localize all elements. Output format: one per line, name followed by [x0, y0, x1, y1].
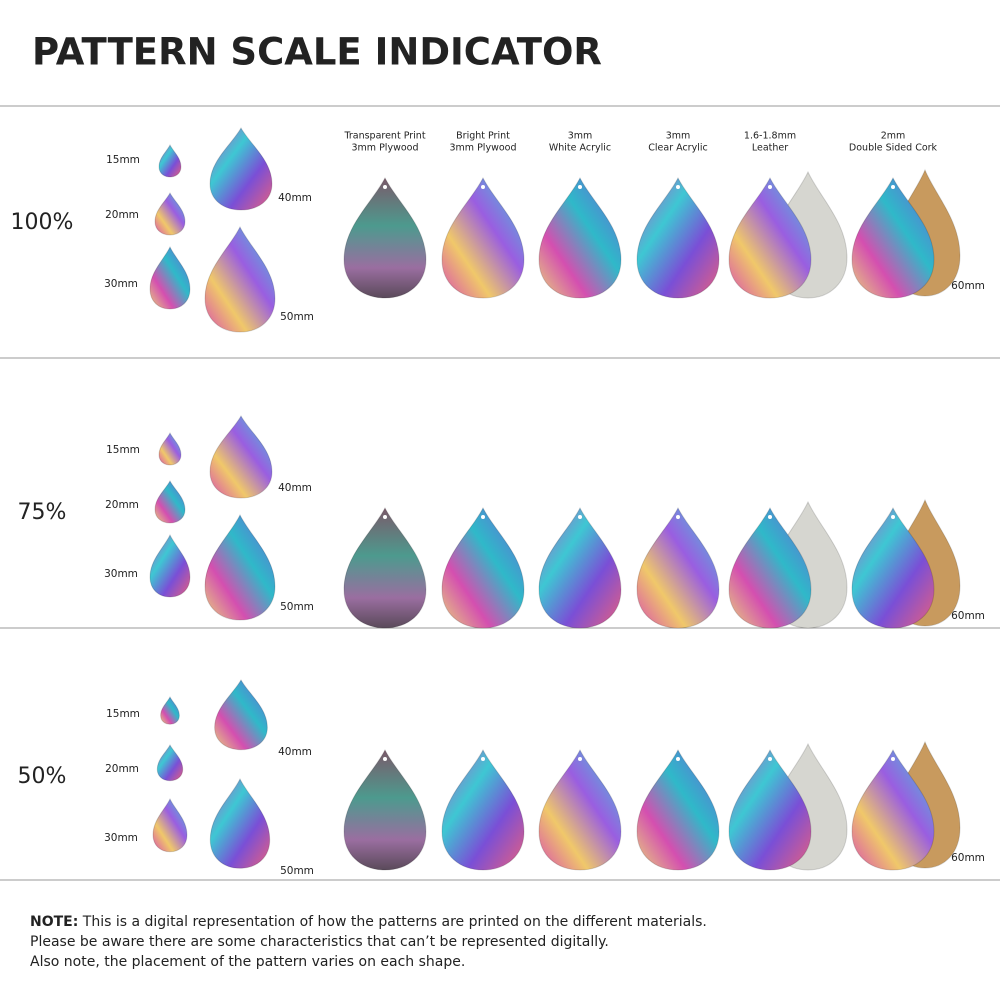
material-label: 3mm Plywood [352, 143, 419, 154]
hole [383, 515, 387, 519]
scale-label: 75% [18, 500, 67, 525]
material-drop [538, 748, 622, 871]
material-label: Bright Print [456, 131, 510, 142]
material-drop [343, 748, 427, 871]
size-label: 60mm [951, 610, 985, 622]
hole [383, 185, 387, 189]
material-label: 3mm Plywood [450, 143, 517, 154]
material-label: 3mm [568, 131, 593, 142]
small-drop [149, 245, 191, 310]
material-drop [343, 506, 427, 629]
material-drop [636, 176, 720, 299]
hole [481, 515, 485, 519]
small-drop [154, 191, 186, 236]
small-drop [204, 225, 276, 333]
size-label: 40mm [278, 746, 312, 758]
size-label: 40mm [278, 482, 312, 494]
hole [891, 515, 895, 519]
hole [768, 757, 772, 761]
size-label: 60mm [951, 280, 985, 292]
size-label: 30mm [104, 568, 138, 580]
material-drop [343, 176, 427, 299]
material-drop [851, 176, 935, 299]
material-drop [441, 176, 525, 299]
hole [891, 185, 895, 189]
small-drop [209, 126, 273, 211]
size-label: 30mm [104, 278, 138, 290]
note-text: This is a digital representation of how … [82, 914, 707, 930]
small-drop [209, 414, 273, 499]
material-label: 2mm [881, 131, 906, 142]
small-drop [149, 533, 191, 598]
size-label: 20mm [105, 209, 139, 221]
note: NOTE: This is a digital representation o… [30, 912, 707, 972]
material-label: Clear Acrylic [648, 143, 707, 154]
small-drop [154, 479, 186, 524]
size-label: 20mm [105, 763, 139, 775]
material-label: Leather [752, 143, 788, 154]
material-drop [441, 748, 525, 871]
material-drop [728, 748, 812, 871]
material-drop [636, 748, 720, 871]
hole [676, 185, 680, 189]
material-drop [538, 176, 622, 299]
hole [676, 757, 680, 761]
material-label: 1.6-1.8mm [744, 131, 796, 142]
size-label: 15mm [106, 444, 140, 456]
small-drop [204, 513, 276, 621]
small-drop [158, 143, 182, 178]
material-label: Transparent Print [343, 131, 425, 142]
size-label: 60mm [951, 852, 985, 864]
scale-label: 100% [11, 210, 74, 235]
hole [578, 757, 582, 761]
material-drop [636, 506, 720, 629]
size-label: 30mm [104, 832, 138, 844]
size-label: 15mm [106, 154, 140, 166]
material-label: Double Sided Cork [849, 143, 938, 154]
small-drop [160, 695, 180, 725]
material-drop [851, 506, 935, 629]
size-label: 50mm [280, 601, 314, 613]
size-label: 50mm [280, 311, 314, 323]
material-drop [728, 506, 812, 629]
small-drop [158, 431, 182, 466]
hole [578, 515, 582, 519]
material-drop [441, 506, 525, 629]
small-drop [214, 678, 268, 751]
hole [891, 757, 895, 761]
size-label: 20mm [105, 499, 139, 511]
hole [768, 515, 772, 519]
title: PATTERN SCALE INDICATOR [32, 31, 602, 74]
material-label: White Acrylic [549, 143, 611, 154]
size-label: 15mm [106, 708, 140, 720]
note-line: NOTE: This is a digital representation o… [30, 912, 707, 932]
scale-label: 50% [18, 764, 67, 789]
size-label: 50mm [280, 865, 314, 877]
hole [481, 757, 485, 761]
hole [676, 515, 680, 519]
material-drop [851, 748, 935, 871]
small-drop [152, 797, 188, 853]
small-drop [209, 777, 271, 869]
note-line: Also note, the placement of the pattern … [30, 954, 466, 970]
hole [578, 185, 582, 189]
material-label: 3mm [666, 131, 691, 142]
small-drop [156, 743, 184, 782]
size-label: 40mm [278, 192, 312, 204]
hole [768, 185, 772, 189]
hole [383, 757, 387, 761]
note-label: NOTE: [30, 914, 79, 930]
note-line: Please be aware there are some character… [30, 934, 609, 950]
hole [481, 185, 485, 189]
material-drop [538, 506, 622, 629]
material-drop [728, 176, 812, 299]
